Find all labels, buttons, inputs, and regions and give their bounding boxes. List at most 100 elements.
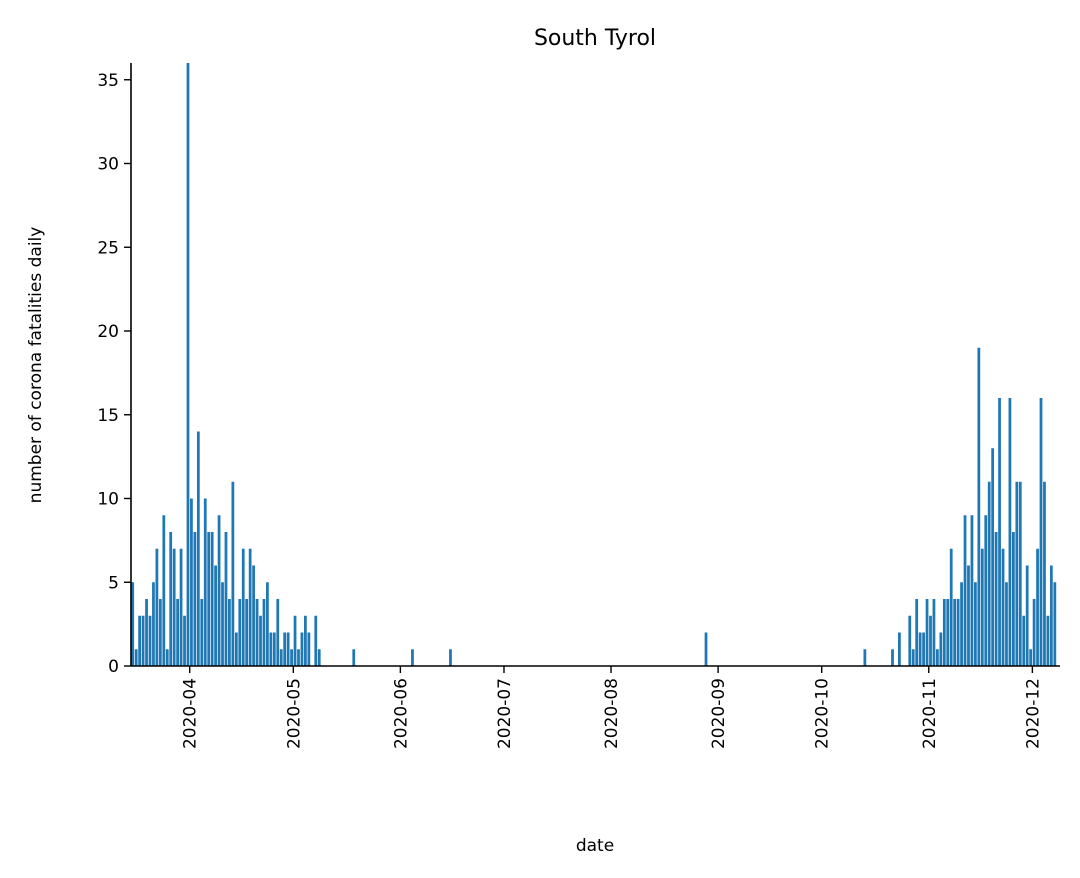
bar — [162, 515, 166, 666]
bar — [980, 548, 984, 666]
bar — [214, 565, 217, 666]
bar — [158, 599, 162, 666]
bar — [891, 649, 894, 666]
bar — [411, 649, 414, 666]
y-tick-label: 25 — [97, 238, 119, 258]
bar — [929, 615, 932, 666]
bar — [915, 599, 919, 666]
x-tick-label: 2020-09 — [709, 678, 729, 749]
bar — [252, 565, 255, 666]
x-tick-label: 2020-10 — [813, 678, 833, 749]
bar — [1032, 599, 1036, 666]
bar — [942, 599, 946, 666]
y-tick-label: 15 — [97, 406, 119, 426]
bar — [967, 565, 970, 666]
bar — [203, 498, 207, 666]
bar — [1049, 565, 1053, 666]
y-ticks-group: 0 5 10 15 20 25 30 35 — [97, 71, 131, 677]
bar — [1008, 398, 1012, 666]
x-axis-label: date — [576, 836, 614, 856]
bar — [994, 532, 998, 666]
bar — [228, 599, 231, 666]
bar — [974, 582, 977, 666]
bar — [925, 599, 929, 666]
y-tick-label: 5 — [108, 573, 119, 593]
bar — [224, 532, 228, 666]
bar — [172, 548, 176, 666]
bar — [863, 649, 867, 666]
bar — [1025, 565, 1029, 666]
bar — [922, 632, 925, 666]
bars-group — [131, 63, 1057, 666]
bar — [248, 548, 252, 666]
y-tick-label: 0 — [108, 657, 119, 677]
x-ticks-group: 2020-04 2020-05 2020-06 2020-07 2020-08 2020-… — [181, 666, 1043, 749]
bar — [183, 615, 186, 666]
bar — [297, 649, 300, 666]
bar — [300, 632, 304, 666]
x-tick-label: 2020-12 — [1023, 678, 1043, 749]
bar — [352, 649, 356, 666]
bar — [276, 599, 280, 666]
bar — [190, 498, 193, 666]
bar — [259, 615, 262, 666]
bar — [179, 548, 183, 666]
bar — [991, 448, 995, 666]
bar — [286, 632, 290, 666]
bar — [269, 632, 273, 666]
bar — [939, 632, 943, 666]
bar — [977, 347, 981, 666]
bar — [145, 599, 148, 666]
bar — [1036, 548, 1039, 666]
bar — [1053, 582, 1057, 666]
bar — [918, 632, 922, 666]
bar — [210, 532, 214, 666]
bar — [245, 599, 249, 666]
bar — [148, 615, 152, 666]
bar — [262, 599, 266, 666]
bar — [234, 632, 238, 666]
bar — [908, 615, 912, 666]
bar — [1029, 649, 1033, 666]
y-tick-label: 30 — [97, 155, 119, 175]
y-tick-label: 35 — [97, 71, 119, 91]
bar — [970, 515, 974, 666]
bar — [953, 599, 957, 666]
bar — [238, 599, 242, 666]
bar — [998, 398, 1001, 666]
bar — [196, 431, 200, 666]
bar — [141, 615, 145, 666]
bar — [155, 548, 159, 666]
bar — [169, 532, 173, 666]
bar — [176, 599, 179, 666]
bar — [1001, 548, 1005, 666]
bar — [1015, 481, 1019, 666]
x-tick-label: 2020-05 — [284, 678, 304, 749]
bar — [207, 532, 211, 666]
bar — [304, 615, 307, 666]
bar — [279, 649, 283, 666]
bar — [1018, 481, 1022, 666]
bar — [193, 532, 197, 666]
bar — [1039, 398, 1043, 666]
bar — [266, 582, 269, 666]
bar — [138, 615, 142, 666]
bar — [911, 649, 915, 666]
bar — [963, 515, 967, 666]
bar — [1005, 582, 1008, 666]
bar — [290, 649, 293, 666]
bar — [131, 582, 135, 666]
bar — [293, 615, 297, 666]
bar — [186, 63, 190, 666]
y-tick-label: 10 — [97, 490, 119, 510]
bar — [946, 599, 950, 666]
bar — [956, 599, 960, 666]
bar — [987, 481, 991, 666]
x-tick-label: 2020-07 — [495, 678, 515, 749]
y-axis-label: number of corona fatalities daily — [26, 227, 46, 504]
bar — [134, 649, 138, 666]
bar — [283, 632, 287, 666]
bar — [704, 632, 708, 666]
y-tick-label: 20 — [97, 322, 119, 342]
